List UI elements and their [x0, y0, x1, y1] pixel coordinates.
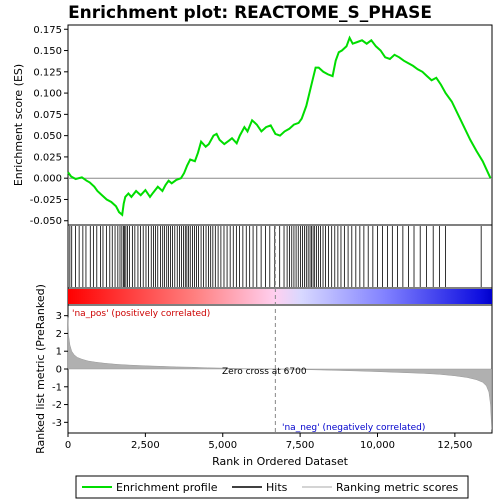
ranking-y-tick-label: 2	[56, 329, 62, 340]
positive-correlation-label: 'na_pos' (positively correlated)	[72, 309, 210, 319]
es-y-tick-label: 0.150	[33, 46, 62, 57]
es-y-tick-label: -0.025	[30, 195, 62, 206]
es-panel: -0.050 -0.025 0.000 0.025 0.050 0.075 0.100 0.1…	[12, 24, 493, 227]
es-y-tick-label: 0.075	[33, 110, 62, 121]
legend-frame	[75, 475, 469, 499]
es-y-tick-label: 0.125	[33, 67, 62, 78]
ranking-x-tick-label: 7,500	[286, 440, 315, 451]
ranking-y-tick-label: -1	[52, 382, 62, 393]
ranking-y-ticks: -3 -2 -1 0 1 2 3	[52, 311, 68, 429]
hits-panel	[67, 224, 493, 289]
legend: Enrichment profile Hits Ranking metric s…	[75, 475, 469, 499]
rank-colorbar	[67, 287, 493, 306]
negative-correlation-label: 'na_neg' (negatively correlated)	[282, 423, 425, 433]
ranking-x-tick-label: 5,000	[208, 440, 237, 451]
es-profile-line	[67, 35, 492, 217]
zero-cross-label: Zero cross at 6700	[222, 367, 307, 377]
es-y-axis-title: Enrichment score (ES)	[12, 64, 25, 186]
ranking-y-tick-label: 0	[56, 365, 62, 376]
es-y-ticks: -0.050 -0.025 0.000 0.025 0.050 0.075 0.100 0.1…	[30, 25, 68, 227]
es-y-tick-label: 0.175	[33, 25, 62, 36]
ranking-x-ticks: 0 2,500 5,000 7,500 10,000 12,500	[65, 433, 472, 451]
es-y-tick-label: 0.050	[33, 131, 62, 142]
ranking-y-tick-label: -2	[52, 400, 62, 411]
ranking-x-tick-label: 12,500	[437, 440, 472, 451]
ranking-y-tick-label: 1	[56, 347, 62, 358]
ranking-y-tick-label: 3	[56, 311, 62, 322]
ranking-y-axis-title: Ranked list metric (PreRanked)	[34, 284, 47, 454]
es-panel-frame	[67, 24, 493, 226]
legend-label-enrichment-profile: Enrichment profile	[116, 481, 218, 494]
chart-title: Enrichment plot: REACTOME_S_PHASE	[68, 3, 432, 23]
ranking-x-axis-title: Rank in Ordered Dataset	[212, 455, 349, 468]
ranking-x-tick-label: 0	[65, 440, 71, 451]
ranking-x-tick-label: 10,000	[360, 440, 395, 451]
ranking-metric-area	[67, 317, 492, 430]
es-y-tick-label: 0.000	[33, 174, 62, 185]
hit-lines	[69, 226, 482, 287]
es-y-tick-label: -0.050	[30, 216, 62, 227]
colorbar-gradient	[68, 289, 492, 304]
ranking-y-tick-label: -3	[52, 418, 62, 429]
es-y-tick-label: 0.025	[33, 152, 62, 163]
ranking-x-tick-label: 2,500	[131, 440, 160, 451]
legend-label-hits: Hits	[266, 481, 288, 494]
es-y-tick-label: 0.100	[33, 89, 62, 100]
legend-label-ranking-metric-scores: Ranking metric scores	[336, 481, 458, 494]
